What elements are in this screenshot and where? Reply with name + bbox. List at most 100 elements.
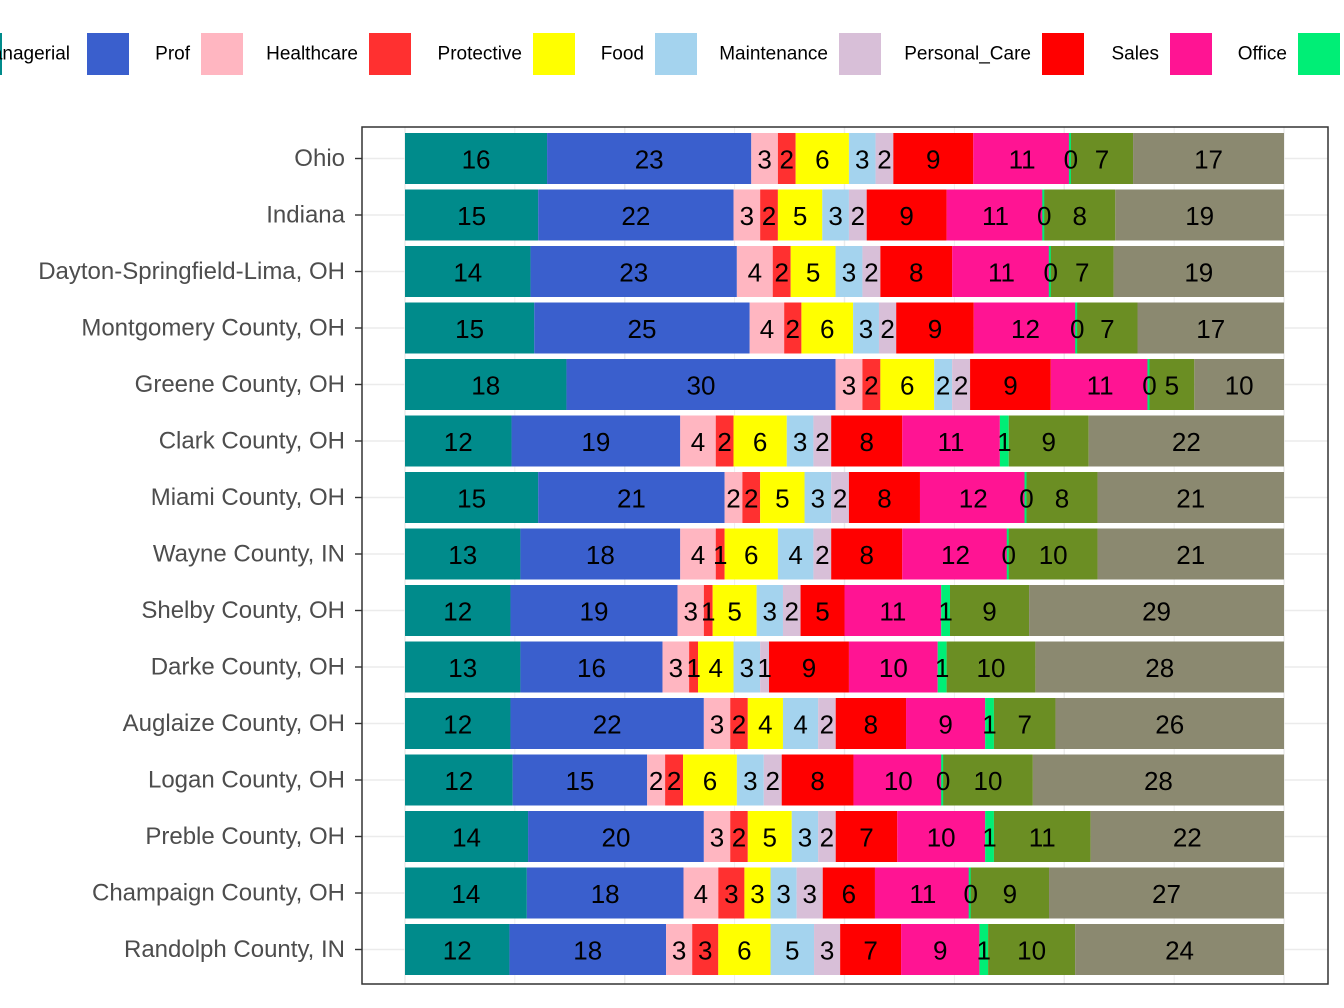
bar-segment-miami-county-oh-food — [760, 472, 805, 523]
bar-segment-champaign-county-oh-personal-care — [796, 867, 823, 919]
data-label: 8 — [877, 484, 891, 514]
bar-segment-randolph-county-in-protective — [692, 924, 719, 975]
bar-segment-ohio-maintenance — [848, 133, 876, 184]
bar-segment-montgomery-county-oh-protective — [784, 302, 802, 354]
bar-segment-logan-county-oh-prof — [512, 754, 648, 806]
data-label: 10 — [1017, 936, 1046, 966]
data-label: 2 — [667, 766, 681, 796]
y-tick-label: Shelby County, OH — [141, 597, 345, 624]
bar-segment-clark-county-oh-food — [733, 415, 787, 467]
y-tick-label: Darke County, OH — [151, 654, 345, 681]
bar-segment-logan-county-oh-protective — [665, 754, 684, 806]
bar-segment-dayton-springfield-lima-oh-managerial — [405, 246, 531, 297]
data-label: 15 — [457, 201, 486, 231]
data-label: 5 — [793, 201, 807, 231]
bar-segment-clark-county-oh-prof — [511, 415, 681, 467]
data-label: 12 — [443, 936, 472, 966]
bar-segment-greene-county-oh-prof — [566, 359, 836, 410]
data-label: 15 — [565, 766, 594, 796]
legend-key-series-10 — [1298, 33, 1340, 75]
bar-segment-greene-county-oh-personal-care — [952, 359, 971, 410]
data-label: 8 — [859, 427, 873, 457]
bar-segment-wayne-county-in-food — [724, 528, 778, 580]
y-tick-label: Dayton-Springfield-Lima, OH — [38, 258, 345, 285]
bar-segment-montgomery-county-oh-prof — [534, 302, 750, 354]
data-label: 7 — [859, 823, 873, 853]
bar-segment-preble-county-oh-healthcare — [703, 811, 731, 862]
y-tick-label: Ohio — [294, 145, 345, 172]
data-label: 9 — [802, 653, 816, 683]
y-tick-label: Clark County, OH — [159, 428, 345, 455]
bar-segment-randolph-county-in-sales — [840, 924, 902, 975]
data-label: 19 — [580, 597, 609, 627]
data-label: 2 — [649, 766, 663, 796]
y-axis: Ohio Indiana Dayton-Springfield-Lima, OH Mo… — [38, 145, 362, 963]
data-label: 12 — [443, 710, 472, 740]
data-label: 16 — [462, 145, 491, 175]
data-label: 3 — [842, 258, 856, 288]
bar-segment-darke-county-oh-series-10 — [937, 641, 947, 693]
legend-key-managerial — [0, 33, 2, 75]
bar-segment-darke-county-oh-managerial — [405, 641, 521, 693]
bar-segment-darke-county-oh-prof — [520, 641, 663, 693]
bar-segment-miami-county-oh-personal-care — [831, 472, 849, 523]
data-label: 11 — [1087, 371, 1114, 401]
data-label: 9 — [1003, 879, 1017, 909]
legend-label: Personal_Care — [904, 44, 1031, 65]
bar-segment-dayton-springfield-lima-oh-series-11 — [1050, 246, 1114, 297]
bar-segment-randolph-county-in-prof — [509, 924, 667, 975]
data-label: 2 — [732, 823, 746, 853]
bar-segment-dayton-springfield-lima-oh-prof — [530, 246, 737, 297]
data-label: 11 — [1009, 145, 1036, 175]
data-label: 21 — [617, 484, 646, 514]
bar-segment-dayton-springfield-lima-oh-healthcare — [736, 246, 773, 297]
data-label: 3 — [793, 427, 807, 457]
bar-segment-ohio-personal-care — [875, 133, 894, 184]
data-label: 1 — [977, 936, 991, 966]
data-label: 14 — [452, 823, 481, 853]
data-label: 4 — [691, 540, 705, 570]
data-label: 1 — [713, 540, 727, 570]
bar-segment-miami-county-oh-series-12 — [1097, 472, 1284, 523]
data-label: 8 — [1073, 201, 1087, 231]
bar-segment-logan-county-oh-sales — [781, 754, 854, 806]
bar-segment-indiana-sales — [866, 189, 947, 241]
data-label: 3 — [828, 201, 842, 231]
bar-segment-dayton-springfield-lima-oh-food — [790, 246, 836, 297]
data-label: 21 — [1176, 540, 1205, 570]
bar-segment-clark-county-oh-healthcare — [680, 415, 716, 467]
data-label: 3 — [855, 145, 869, 175]
bar-segment-preble-county-oh-series-12 — [1090, 811, 1284, 862]
bar-segment-ohio-prof — [547, 133, 752, 184]
y-tick-label: Preble County, OH — [145, 823, 345, 850]
bar-segment-miami-county-oh-sales — [848, 472, 920, 523]
bar-segment-champaign-county-oh-protective — [718, 867, 745, 919]
bar-segment-wayne-county-in-protective — [715, 528, 725, 580]
data-label: 10 — [1225, 371, 1254, 401]
bar-segment-montgomery-county-oh-series-11 — [1077, 302, 1138, 354]
data-label: 6 — [753, 427, 767, 457]
data-label: 11 — [988, 258, 1015, 288]
data-label: 3 — [757, 145, 771, 175]
legend-key-prof — [87, 33, 129, 75]
data-label: 12 — [959, 484, 988, 514]
bar-segment-montgomery-county-oh-healthcare — [749, 302, 785, 354]
bar-segment-auglaize-county-oh-personal-care — [818, 698, 836, 749]
legend-key-maintenance — [655, 33, 697, 75]
data-label: 2 — [880, 314, 894, 344]
data-label: 13 — [448, 540, 477, 570]
bar-segment-montgomery-county-oh-food — [801, 302, 854, 354]
bar-segment-greene-county-oh-food — [880, 359, 935, 410]
bar-segment-shelby-county-oh-series-12 — [1029, 585, 1284, 636]
bar-segment-shelby-county-oh-managerial — [405, 585, 511, 636]
data-label: 15 — [457, 484, 486, 514]
bar-segment-ohio-food — [795, 133, 849, 184]
data-label: 10 — [974, 766, 1003, 796]
bar-segment-clark-county-oh-maintenance — [786, 415, 814, 467]
y-tick-label: Logan County, OH — [148, 767, 345, 794]
bar-segment-shelby-county-oh-food — [712, 585, 757, 636]
data-label: 19 — [1184, 258, 1213, 288]
bar-segment-auglaize-county-oh-protective — [730, 698, 748, 749]
data-label: 8 — [864, 710, 878, 740]
bar-segment-clark-county-oh-sales — [831, 415, 903, 467]
